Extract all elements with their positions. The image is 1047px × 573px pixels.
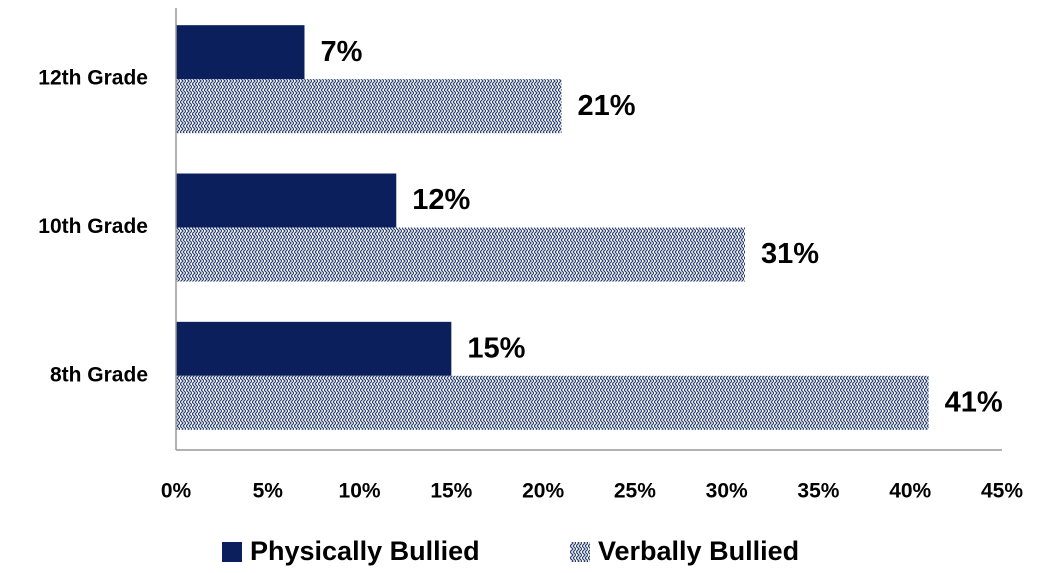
x-tick-label: 5%: [253, 480, 284, 503]
data-label: 31%: [761, 238, 819, 270]
x-tick-label: 40%: [889, 480, 931, 503]
x-tick-label: 20%: [522, 480, 564, 503]
legend-swatch: [222, 542, 242, 562]
legend-label: Physically Bullied: [250, 536, 480, 566]
bar: [176, 173, 397, 228]
bar: [176, 227, 746, 282]
data-label: 15%: [467, 332, 525, 364]
bar: [176, 375, 929, 430]
x-tick-label: 25%: [614, 480, 656, 503]
y-tick-label: 10th Grade: [38, 215, 148, 238]
x-tick-label: 45%: [981, 480, 1023, 503]
y-tick-label: 8th Grade: [50, 363, 148, 386]
y-tick-label: 12th Grade: [38, 67, 148, 90]
bar: [176, 321, 452, 376]
bar: [176, 25, 305, 80]
x-tick-label: 0%: [161, 480, 192, 503]
data-label: 41%: [945, 386, 1003, 418]
x-tick-label: 15%: [430, 480, 472, 503]
bar: [176, 79, 562, 134]
legend-label: Verbally Bullied: [598, 536, 799, 566]
x-tick-label: 10%: [339, 480, 381, 503]
data-label: 12%: [412, 184, 470, 216]
data-label: 21%: [577, 90, 635, 122]
x-tick-label: 35%: [797, 480, 839, 503]
data-label: 7%: [320, 36, 362, 68]
x-tick-label: 30%: [706, 480, 748, 503]
legend-swatch: [570, 542, 590, 562]
